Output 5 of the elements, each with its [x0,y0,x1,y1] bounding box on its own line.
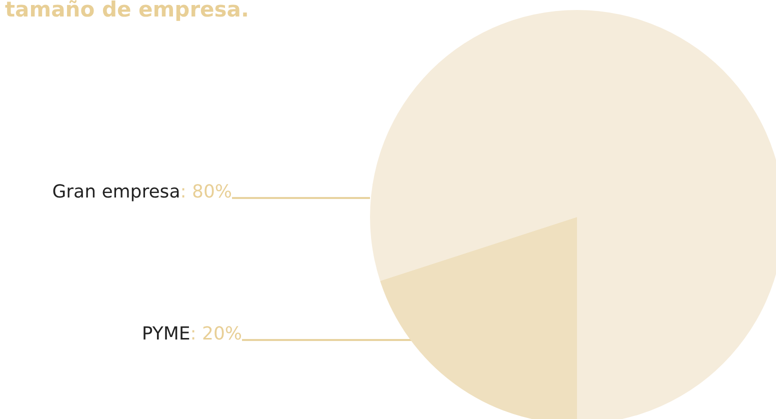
data-label: : 80% [180,182,232,202]
data-label: : 20% [190,324,242,344]
chart-title: tamaño de empresa. [5,0,249,22]
slice-label: Gran empresa [52,182,180,202]
slice-label: PYME [142,324,190,344]
